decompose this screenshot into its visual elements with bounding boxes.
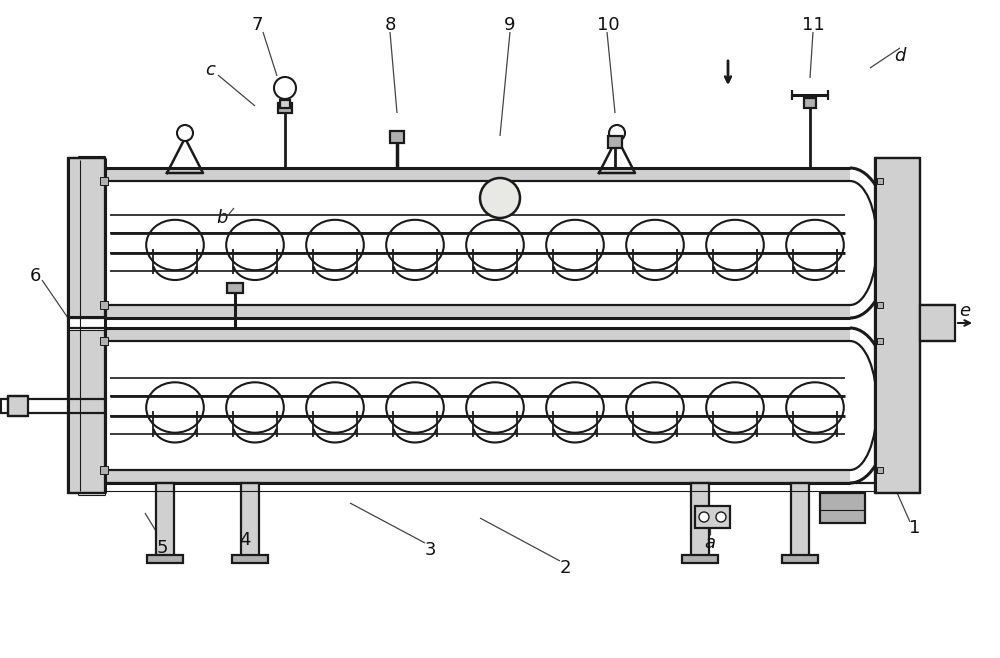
Bar	[820, 493, 865, 523]
Bar	[608, 136, 622, 148]
Circle shape	[480, 178, 520, 218]
Text: e: e	[959, 302, 971, 320]
Bar	[100, 177, 108, 185]
Bar	[100, 466, 108, 474]
Circle shape	[274, 77, 296, 99]
Text: d: d	[894, 47, 906, 65]
Bar	[100, 301, 108, 309]
Circle shape	[177, 125, 193, 141]
Bar	[782, 555, 818, 563]
Bar	[695, 506, 730, 528]
Text: 4: 4	[239, 531, 251, 549]
Bar	[875, 158, 920, 493]
Bar	[390, 131, 404, 143]
Text: c: c	[205, 61, 215, 79]
Bar	[105, 168, 850, 181]
Bar	[877, 338, 883, 344]
Bar	[105, 328, 850, 341]
Bar	[241, 483, 259, 558]
Text: 9: 9	[504, 16, 516, 34]
Bar	[8, 395, 28, 415]
Bar	[156, 483, 174, 558]
Bar	[232, 555, 268, 563]
Text: 5: 5	[156, 539, 168, 557]
Bar	[804, 98, 816, 108]
Text: 11: 11	[802, 16, 824, 34]
Bar	[68, 158, 105, 493]
Text: 6: 6	[29, 267, 41, 285]
Text: 2: 2	[559, 559, 571, 577]
Bar	[877, 178, 883, 184]
Bar	[147, 555, 183, 563]
Text: b: b	[216, 209, 228, 227]
Circle shape	[699, 512, 709, 522]
Bar	[877, 467, 883, 473]
Text: a: a	[704, 534, 716, 552]
Text: 8: 8	[384, 16, 396, 34]
Bar	[691, 483, 709, 558]
Bar	[105, 470, 850, 483]
Text: 1: 1	[909, 519, 921, 537]
Bar	[105, 305, 850, 318]
Text: 10: 10	[597, 16, 619, 34]
Bar	[877, 302, 883, 308]
Bar	[68, 316, 105, 330]
Text: 7: 7	[251, 16, 263, 34]
Text: 3: 3	[424, 541, 436, 559]
Bar	[682, 555, 718, 563]
Bar	[791, 483, 809, 558]
Bar	[920, 305, 955, 341]
Bar	[227, 283, 243, 293]
Bar	[280, 100, 290, 108]
Bar	[100, 337, 108, 345]
Circle shape	[716, 512, 726, 522]
Circle shape	[609, 125, 625, 141]
Bar	[278, 103, 292, 113]
